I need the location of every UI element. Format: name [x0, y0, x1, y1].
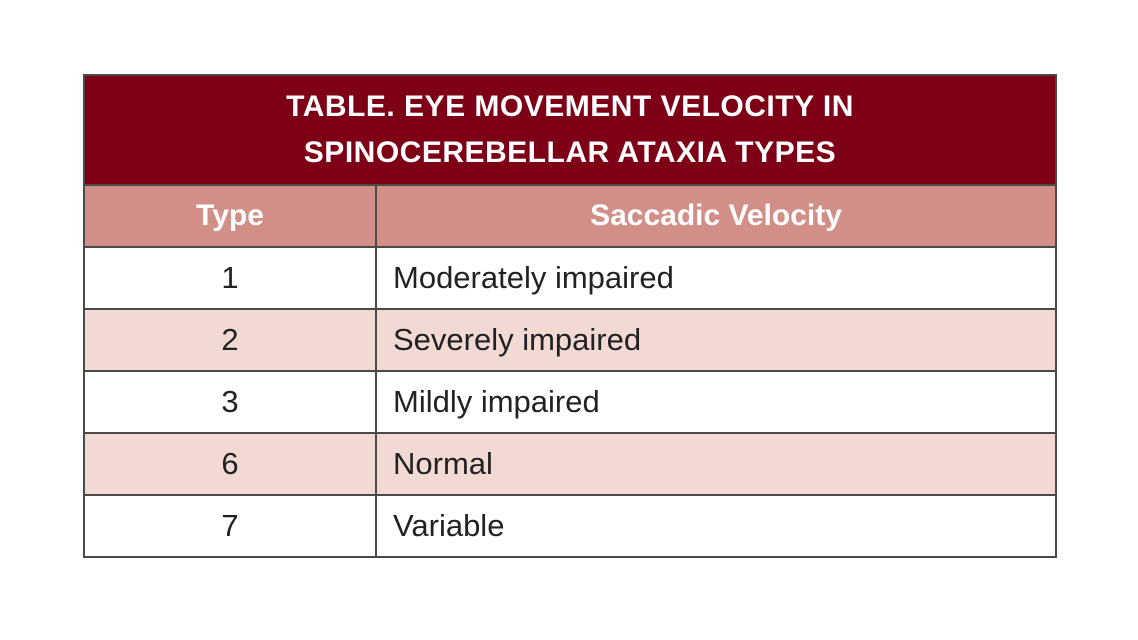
cell-velocity: Mildly impaired	[393, 384, 600, 419]
cell-type: 2	[85, 310, 377, 370]
cell-type: 3	[85, 372, 377, 432]
table-row: 1 Moderately impaired	[85, 248, 1055, 310]
cell-velocity: Moderately impaired	[393, 260, 674, 295]
data-table: TABLE. EYE MOVEMENT VELOCITY IN SPINOCER…	[83, 74, 1057, 558]
table-row: 3 Mildly impaired	[85, 372, 1055, 434]
cell-velocity: Severely impaired	[393, 322, 642, 357]
header-saccadic-velocity: Saccadic Velocity	[590, 199, 842, 232]
cell-type: 7	[85, 496, 377, 556]
table-row: 7 Variable	[85, 496, 1055, 558]
table-header-row: Type Saccadic Velocity	[85, 186, 1055, 248]
table-title: TABLE. EYE MOVEMENT VELOCITY IN SPINOCER…	[85, 76, 1055, 186]
table-row: 6 Normal	[85, 434, 1055, 496]
cell-type: 1	[85, 248, 377, 308]
table-title-line2: SPINOCEREBELLAR ATAXIA TYPES	[303, 136, 837, 169]
cell-type: 6	[85, 434, 377, 494]
header-type: Type	[85, 186, 377, 246]
cell-velocity: Variable	[393, 508, 505, 543]
table-row: 2 Severely impaired	[85, 310, 1055, 372]
table-title-line1: TABLE. EYE MOVEMENT VELOCITY IN	[286, 90, 854, 123]
cell-velocity: Normal	[393, 446, 493, 481]
